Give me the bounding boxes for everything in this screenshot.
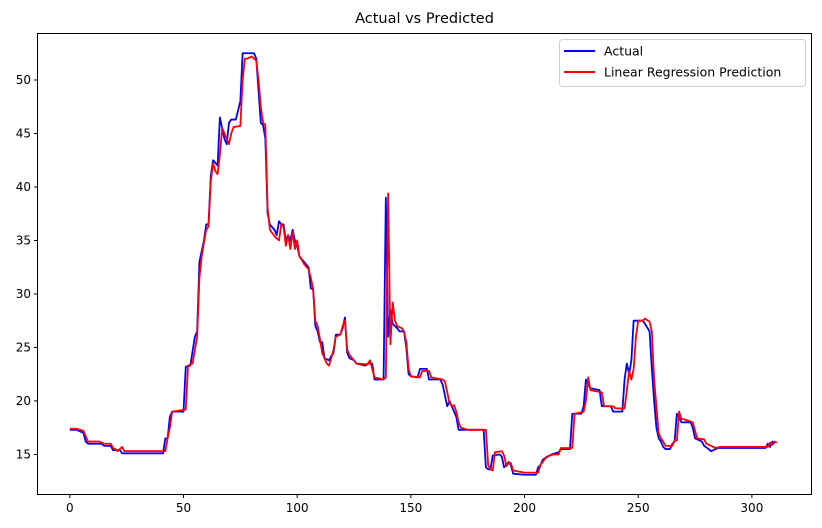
x-axis: 0 50 100 150 200 250 300: [66, 494, 763, 515]
series-layer: [69, 52, 778, 476]
x-tick-label: 0: [66, 501, 74, 515]
y-tick-label: 50: [16, 73, 31, 87]
legend-label-prediction: Linear Regression Prediction: [604, 65, 781, 80]
y-tick-label: 35: [16, 233, 31, 247]
legend-label-actual: Actual: [604, 44, 643, 59]
series-line-prediction: [69, 55, 778, 474]
x-tick-label: 250: [627, 501, 650, 515]
x-tick-label: 150: [399, 501, 422, 515]
x-tick-label: 50: [176, 501, 191, 515]
x-tick-label: 300: [740, 501, 763, 515]
x-tick-label: 100: [286, 501, 309, 515]
chart-title: Actual vs Predicted: [355, 11, 494, 27]
y-tick-label: 45: [16, 126, 31, 140]
legend: Actual Linear Regression Prediction: [559, 39, 806, 87]
legend-box: [559, 39, 806, 87]
y-tick-label: 30: [16, 287, 31, 301]
x-tick-label: 200: [513, 501, 536, 515]
y-tick-label: 25: [16, 340, 31, 354]
plot-area-frame: [37, 33, 812, 495]
y-axis: 15 20 25 30 35 40 45 50: [16, 73, 38, 461]
y-tick-label: 20: [16, 394, 31, 408]
y-tick-label: 40: [16, 180, 31, 194]
y-tick-label: 15: [16, 447, 31, 461]
